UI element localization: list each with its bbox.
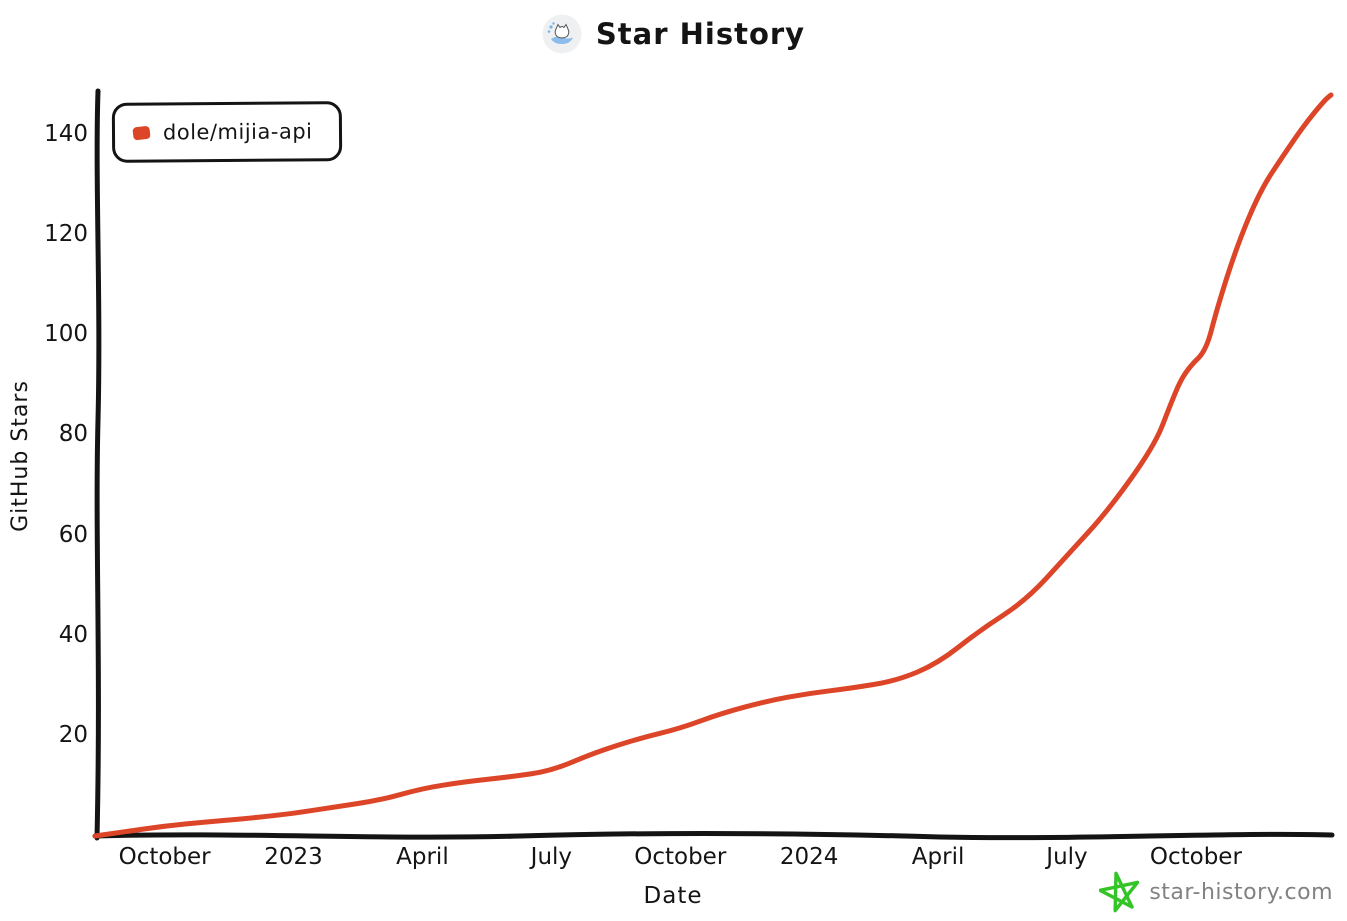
x-tick-label: 2023 [264,844,323,870]
y-tick-label: 60 [58,521,88,548]
x-tick-label: October [118,844,211,870]
y-tick-label: 80 [58,421,88,448]
star-history-logo-icon [542,14,582,54]
x-tick-label: July [1046,844,1088,870]
x-axis-title: Date [643,883,703,909]
y-axis-title: GitHub Stars [8,380,33,532]
pentagram-star-icon [1099,871,1140,913]
x-tick-label: April [911,844,965,870]
x-tick-label: 2024 [779,844,839,870]
series-line [92,92,1334,839]
y-tick-label: 100 [44,321,88,348]
y-tick-labels: 20 40 60 80 100 120 140 [0,0,88,921]
x-tick-label: April [396,844,449,870]
watermark-link[interactable]: star-history.com [1099,869,1333,915]
title-bar: Star History [0,10,1347,58]
watermark-label[interactable]: star-history.com [1149,879,1333,905]
y-tick-label: 120 [44,221,88,248]
y-axis-line [94,88,102,841]
page-title: Star History [595,17,806,51]
legend-series-marker [132,125,151,141]
y-tick-label: 20 [58,721,88,748]
x-tick-labels: October 2023 April July October 2024 April July… [0,844,1347,874]
x-axis-line [92,830,1335,841]
x-tick-label: October [1149,844,1242,870]
y-tick-label: 140 [44,121,88,148]
legend-series-label[interactable]: dole/mijia-api [162,119,313,145]
y-tick-label: 40 [58,621,88,648]
x-tick-label: October [634,844,727,870]
legend-box: dole/mijia-api [111,101,343,163]
x-tick-label: July [530,844,573,870]
